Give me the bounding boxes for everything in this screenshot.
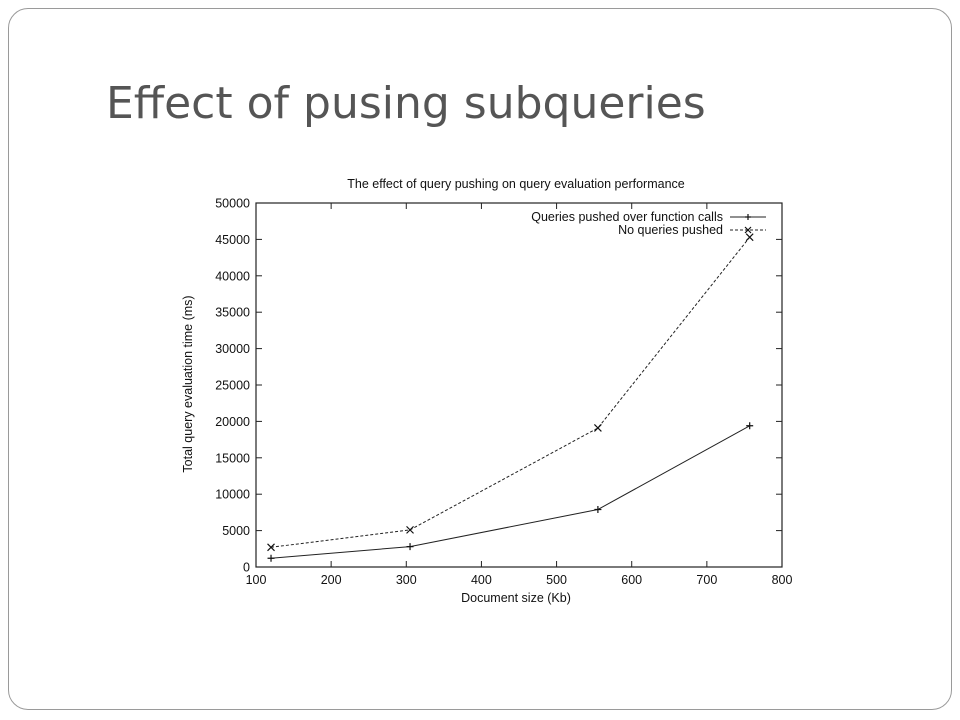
y-tick-label: 20000 bbox=[215, 415, 250, 429]
plot-frame bbox=[255, 202, 783, 568]
x-tick-label: 600 bbox=[621, 573, 642, 587]
x-tick-label: 100 bbox=[246, 573, 267, 587]
y-tick-label: 5000 bbox=[222, 524, 250, 538]
series-2 bbox=[267, 233, 754, 552]
y-tick-label: 45000 bbox=[215, 233, 250, 247]
data-point bbox=[745, 233, 754, 242]
data-point bbox=[406, 543, 414, 551]
chart-title: The effect of query pushing on query eva… bbox=[347, 177, 685, 191]
x-tick-label: 300 bbox=[396, 573, 417, 587]
y-axis-label: Total query evaluation time (ms) bbox=[181, 295, 195, 472]
line-chart: 100 200 300 400 500 600 700 800 0 5000 10000 15000 2… bbox=[181, 177, 792, 605]
y-tick-label: 10000 bbox=[215, 488, 250, 502]
data-point bbox=[593, 424, 602, 432]
data-point bbox=[406, 525, 414, 534]
y-tick-label: 30000 bbox=[215, 342, 250, 356]
chart-container: 100 200 300 400 500 600 700 800 0 5000 10000 15000 2… bbox=[160, 168, 800, 618]
data-point bbox=[594, 505, 602, 513]
legend-marker bbox=[745, 214, 751, 220]
data-point bbox=[267, 543, 275, 552]
x-tick-label: 800 bbox=[772, 573, 793, 587]
data-point bbox=[746, 422, 754, 430]
series-layer bbox=[267, 233, 754, 562]
y-tick-label: 15000 bbox=[215, 451, 250, 465]
slide-frame bbox=[8, 8, 952, 710]
slide-title: Effect of pusing subqueries bbox=[106, 78, 706, 129]
x-tick-label: 400 bbox=[471, 573, 492, 587]
legend-label: Queries pushed over function calls bbox=[531, 210, 723, 224]
x-axis-label: Document size (Kb) bbox=[461, 591, 571, 605]
legend-marker bbox=[744, 226, 752, 234]
y-tick-label: 40000 bbox=[215, 269, 250, 283]
y-tick-label: 0 bbox=[243, 561, 250, 575]
series-1 bbox=[267, 422, 754, 562]
x-tick-label: 500 bbox=[546, 573, 567, 587]
data-point bbox=[267, 554, 275, 562]
legend-label: No queries pushed bbox=[618, 223, 723, 237]
x-tick-label: 700 bbox=[696, 573, 717, 587]
y-tick-label: 25000 bbox=[215, 379, 250, 393]
axes: 100 200 300 400 500 600 700 800 0 5000 10000 15000 2… bbox=[215, 197, 792, 588]
x-tick-label: 200 bbox=[321, 573, 342, 587]
y-tick-label: 50000 bbox=[215, 197, 250, 211]
y-tick-label: 35000 bbox=[215, 306, 250, 320]
series-line bbox=[270, 425, 750, 559]
series-line bbox=[270, 236, 751, 548]
